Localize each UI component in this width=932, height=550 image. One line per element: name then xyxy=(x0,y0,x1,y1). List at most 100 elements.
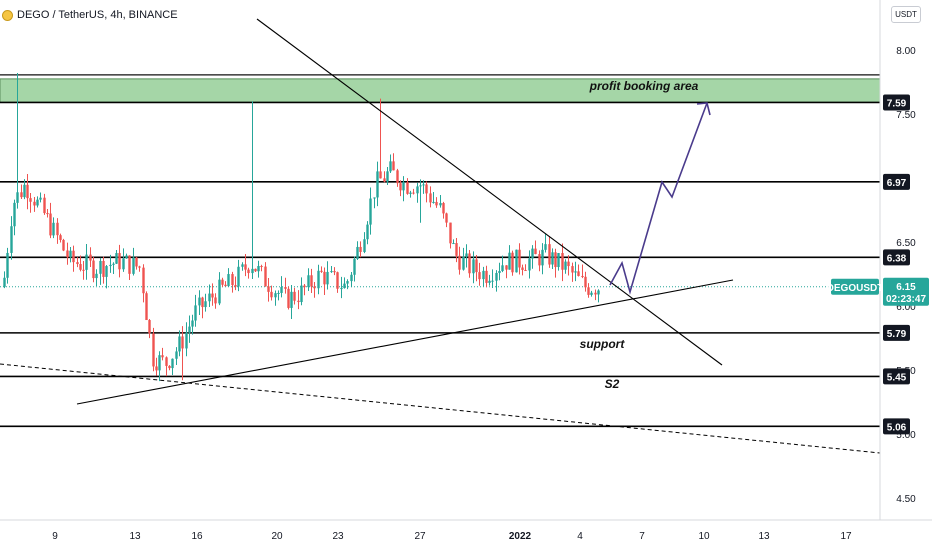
candle-body xyxy=(373,197,376,199)
candle-body xyxy=(16,192,19,203)
candle-body xyxy=(524,269,527,271)
candle-body xyxy=(142,267,145,294)
level-tag-label: 6.97 xyxy=(887,178,907,189)
x-tick-label: 16 xyxy=(191,531,203,542)
candle-body xyxy=(221,279,224,285)
candle-body xyxy=(567,261,570,267)
candle-body xyxy=(135,257,138,267)
y-tick-label: 6.00 xyxy=(896,302,916,313)
candle-body xyxy=(109,264,112,267)
candle-body xyxy=(280,287,283,293)
candle-body xyxy=(369,198,372,225)
level-tag xyxy=(883,249,910,266)
candle-body xyxy=(13,202,16,227)
last-price-tag xyxy=(883,277,929,306)
candle-body xyxy=(518,249,521,268)
candle-body xyxy=(198,297,201,306)
candle-body xyxy=(574,271,577,273)
candle-body xyxy=(508,252,511,270)
candle-body xyxy=(274,293,277,298)
candle-body xyxy=(267,286,270,292)
candle-body xyxy=(406,182,409,194)
candle-body xyxy=(557,253,560,268)
candle-body xyxy=(435,201,438,206)
candle-body xyxy=(152,333,155,367)
x-tick-label: 13 xyxy=(129,531,141,542)
x-tick-label: 4 xyxy=(577,531,583,542)
x-tick-label: 7 xyxy=(639,531,645,542)
candle-body xyxy=(399,183,402,191)
level-tag-label: 7.59 xyxy=(887,98,907,109)
level-tag-label: 5.79 xyxy=(887,329,907,340)
candle-body xyxy=(383,178,386,182)
candle-body xyxy=(270,291,273,298)
candle-body xyxy=(211,293,214,298)
candle-body xyxy=(392,161,395,171)
y-tick-label: 4.50 xyxy=(896,494,916,505)
candle-body xyxy=(237,266,240,287)
candle-body xyxy=(89,254,92,261)
candle-body xyxy=(425,184,428,194)
level-tag-label: 5.45 xyxy=(887,372,907,383)
candle-body xyxy=(561,253,564,270)
candle-body xyxy=(541,249,544,266)
candle-body xyxy=(3,277,6,287)
candle-body xyxy=(105,266,108,277)
candle-body xyxy=(161,355,164,358)
candle-body xyxy=(290,291,293,308)
dashed-trendline xyxy=(0,363,881,454)
candle-body xyxy=(429,193,432,203)
candle-body xyxy=(132,257,135,274)
candle-body xyxy=(165,357,168,366)
candle-body xyxy=(102,260,105,277)
candle-body xyxy=(343,283,346,289)
candle-body xyxy=(244,264,247,270)
x-tick-label: 27 xyxy=(414,531,426,542)
x-tick-label: 13 xyxy=(758,531,770,542)
candle-body xyxy=(224,284,227,287)
candle-body xyxy=(419,185,422,187)
candle-body xyxy=(33,201,36,206)
candle-body xyxy=(439,203,442,206)
x-tick-label: 9 xyxy=(52,531,58,542)
profit-zone-label: profit booking area xyxy=(589,79,699,93)
x-tick-label: 17 xyxy=(840,531,852,542)
candle-body xyxy=(376,171,379,198)
candle-body xyxy=(528,258,531,271)
candle-body xyxy=(92,260,95,279)
candle-body xyxy=(346,281,349,284)
candle-body xyxy=(432,201,435,203)
candle-body xyxy=(52,222,55,236)
countdown-label: 02:23:47 xyxy=(886,294,926,305)
candle-body xyxy=(59,235,62,240)
candle-body xyxy=(115,253,118,264)
candle-body xyxy=(333,271,336,273)
candle-body xyxy=(300,285,303,303)
candle-body xyxy=(402,182,405,191)
last-price-label: 6.15 xyxy=(896,282,916,293)
candle-body xyxy=(85,254,88,270)
candle-body xyxy=(571,266,574,273)
level-tag xyxy=(883,418,910,435)
candle-body xyxy=(356,246,359,259)
candle-body xyxy=(353,258,356,275)
candle-body xyxy=(449,222,452,244)
candle-body xyxy=(277,292,280,294)
candle-body xyxy=(317,270,320,289)
candle-body xyxy=(396,170,399,184)
symbol-tag xyxy=(831,278,879,295)
candle-body xyxy=(79,264,82,270)
candle-body xyxy=(158,355,161,371)
candle-body xyxy=(363,239,366,252)
currency-button[interactable]: USDT xyxy=(891,6,921,23)
candle-body xyxy=(287,288,290,308)
candle-body xyxy=(498,271,501,273)
candle-body xyxy=(554,252,557,268)
candle-body xyxy=(46,213,49,215)
candle-body xyxy=(231,274,234,286)
candle-body xyxy=(247,269,250,274)
candle-body xyxy=(66,250,69,258)
candle-body xyxy=(310,275,313,287)
candle-body xyxy=(43,197,46,214)
